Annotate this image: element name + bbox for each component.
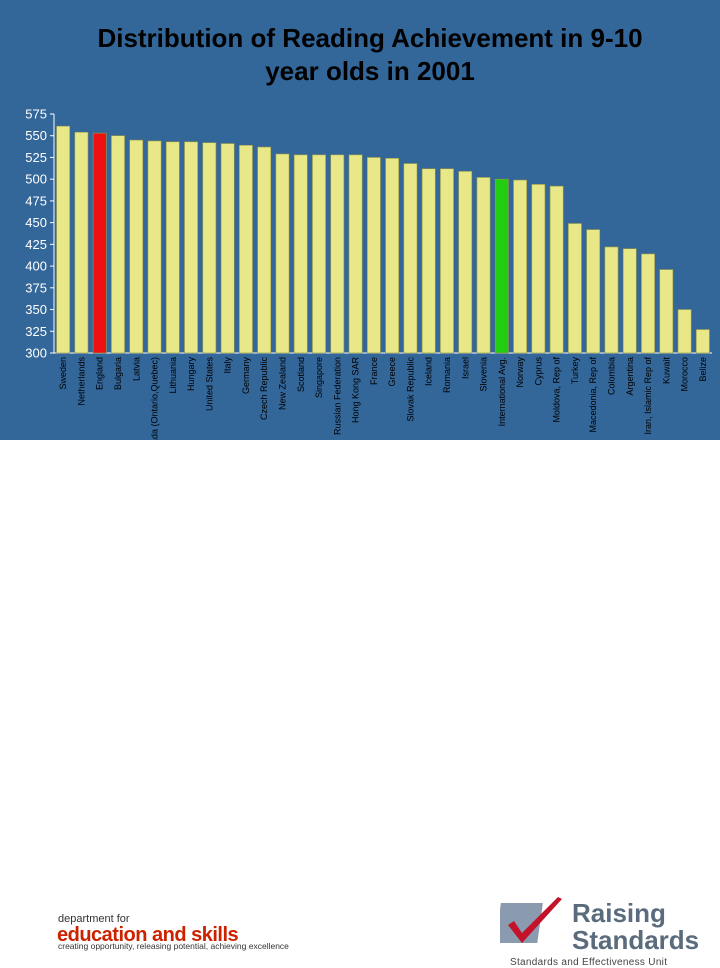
bar (440, 168, 454, 354)
bar (695, 329, 710, 354)
bar (494, 178, 509, 354)
x-tick-label: Canada (Ontario,Quebec) (150, 357, 160, 440)
bar (275, 153, 290, 354)
x-tick-label: Italy (223, 357, 233, 374)
bar-chart: 300 325 350 375 400 425 450 475 500 525 550 575 Swed… (25, 107, 712, 440)
y-tick-label: 500 (25, 172, 47, 187)
bar (622, 248, 637, 354)
x-tick-label: Netherlands (76, 357, 86, 406)
bar (677, 309, 692, 354)
x-tick-label: Singapore (314, 357, 324, 398)
bar (129, 139, 144, 354)
x-tick-label: Iran, Islamic Rep of (643, 357, 653, 435)
bar (239, 144, 253, 354)
y-tick-label: 350 (25, 302, 47, 317)
y-tick-label: 550 (25, 128, 47, 143)
x-tick-label: Russian Federation (332, 357, 342, 435)
x-tick-label: Macedonia, Rep of (588, 357, 598, 433)
bar (421, 168, 436, 354)
bar (165, 141, 180, 354)
bar (513, 179, 527, 354)
y-tick-label: 425 (25, 237, 47, 252)
x-tick-label: United States (204, 357, 214, 412)
bar (312, 154, 326, 354)
x-tick-label: Germany (241, 357, 251, 395)
bar (659, 269, 674, 354)
x-tick-label: Cyprus (533, 357, 543, 386)
x-tick-label: Norway (515, 357, 525, 388)
raising-standards-name-line-2: Standards (572, 925, 700, 955)
bar (293, 154, 308, 354)
bar (92, 132, 107, 354)
chart-title: Distribution of Reading Achievement in 9… (20, 22, 720, 88)
y-tick-label: 375 (25, 280, 47, 295)
y-tick-label: 450 (25, 215, 47, 230)
x-tick-label: Slovak Republic (405, 357, 415, 422)
dfes-logo-tagline: creating opportunity, releasing potentia… (58, 941, 289, 951)
x-tick-label: New Zealand (277, 357, 287, 410)
y-tick-label: 525 (25, 150, 47, 165)
bar (458, 171, 473, 354)
bar (184, 141, 198, 354)
bar (330, 154, 345, 354)
raising-standards-unit: Standards and Effectiveness Unit (510, 957, 668, 968)
x-tick-label: France (369, 357, 379, 385)
x-tick-label: England (95, 357, 105, 390)
bar (403, 163, 418, 354)
bar (348, 154, 363, 354)
y-tick-label: 325 (25, 324, 47, 339)
bar (202, 142, 217, 354)
x-tick-label: Lithuania (168, 357, 178, 394)
bar (586, 229, 601, 354)
x-tick-label: Turkey (570, 357, 580, 385)
x-tick-label: Sweden (58, 357, 68, 390)
bar (366, 157, 381, 354)
bar (531, 184, 546, 354)
x-tick-label: Belize (698, 357, 708, 382)
x-tick-label: Iceland (424, 357, 434, 386)
y-tick-label: 300 (25, 346, 47, 361)
raising-standards-tick-icon (500, 897, 562, 943)
x-tick-label: Moldova, Rep of (552, 357, 562, 423)
chart-title-line-2: year olds in 2001 (265, 56, 475, 86)
x-tick-label: Morocco (680, 357, 690, 392)
bar (549, 185, 564, 354)
bar (74, 131, 89, 354)
x-tick-label: Bulgaria (113, 357, 123, 390)
footer: department for education and skills crea… (0, 440, 720, 968)
bar (476, 177, 491, 354)
x-tick-label: Czech Republic (259, 357, 269, 421)
x-tick-label: Slovenia (479, 357, 489, 392)
bar (147, 140, 162, 354)
bar (604, 246, 619, 354)
x-tick-label: Colombia (606, 357, 616, 395)
bar (111, 135, 125, 354)
x-tick-label: Romania (442, 357, 452, 393)
y-tick-label: 475 (25, 193, 47, 208)
x-tick-label: Latvia (131, 357, 141, 381)
y-tick-label: 575 (25, 107, 47, 122)
bar (641, 253, 655, 354)
x-tick-label: Argentina (625, 357, 635, 396)
x-tick-label: Israel (460, 357, 470, 379)
bar (56, 125, 71, 354)
x-tick-label: Hungary (186, 357, 196, 392)
bar (257, 146, 272, 354)
x-tick-label: Hong Kong SAR (351, 357, 361, 424)
plot-area (54, 114, 712, 353)
bar (220, 143, 235, 354)
y-tick-label: 400 (25, 259, 47, 274)
chart-title-line-1: Distribution of Reading Achievement in 9… (97, 23, 643, 53)
x-tick-label: International Avg. (497, 357, 507, 426)
x-tick-label: Greece (387, 357, 397, 387)
x-tick-label: Scotland (296, 357, 306, 392)
bar (385, 158, 400, 354)
x-tick-label: Kuwait (661, 357, 671, 385)
bar (568, 223, 582, 354)
